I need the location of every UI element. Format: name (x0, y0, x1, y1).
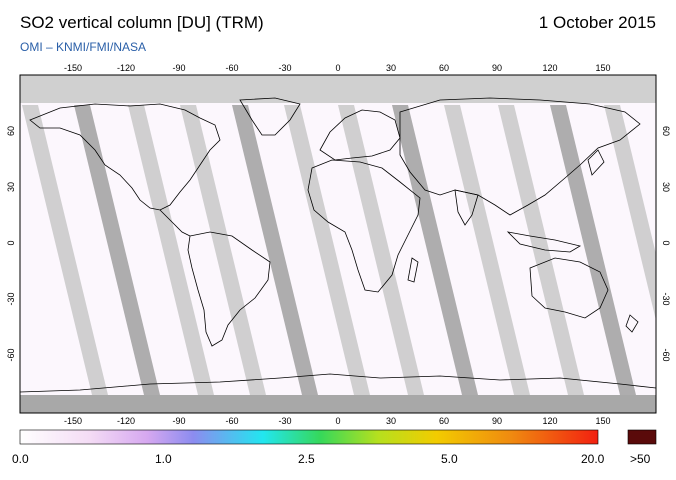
lat-tick-left: 30 (6, 182, 16, 192)
antarctica-outline (20, 373, 656, 393)
lon-tick-bottom: 120 (542, 416, 557, 426)
north-america-outline (29, 103, 221, 211)
map-frame (19, 74, 657, 414)
lat-tick-left: 60 (6, 126, 16, 136)
map-date: 1 October 2015 (538, 13, 656, 32)
lon-tick-bottom: -60 (225, 416, 238, 426)
lon-tick-bottom: -150 (64, 416, 82, 426)
india-outline (454, 189, 479, 226)
lon-tick-bottom: 90 (492, 416, 502, 426)
orbit-gap-stripe (284, 105, 370, 395)
orbit-gap-stripe (604, 105, 656, 321)
central-america-outline (159, 209, 191, 237)
colorbar-overflow-swatch (627, 429, 657, 445)
lon-tick-top: -60 (225, 63, 238, 73)
orbit-gap-stripe (22, 105, 108, 395)
lon-tick-bottom: -90 (172, 416, 185, 426)
lat-tick-right: 30 (661, 182, 671, 192)
colorbar (19, 429, 599, 445)
colorbar-label-3: 5.0 (441, 452, 458, 466)
arctic-no-data (20, 75, 656, 103)
orbit-gap-stripe (128, 105, 214, 395)
lon-tick-bottom: 150 (595, 416, 610, 426)
lon-ticks-bottom: -150 -120 -90 -60 -30 0 30 60 90 120 150 (64, 416, 611, 426)
lat-tick-right: -30 (661, 292, 671, 305)
lon-tick-top: 60 (439, 63, 449, 73)
orbit-gap-stripe (180, 105, 266, 395)
lon-tick-top: -90 (172, 63, 185, 73)
africa-outline (307, 159, 421, 293)
lon-tick-top: 90 (492, 63, 502, 73)
map-area (20, 75, 656, 413)
orbit-gap-stripe (498, 105, 584, 395)
orbit-gaps (22, 105, 656, 395)
colorbar-label-1: 1.0 (155, 452, 172, 466)
lat-ticks-right: 60 30 0 -30 -60 (661, 126, 671, 362)
lon-tick-bottom: -120 (117, 416, 135, 426)
australia-outline (529, 257, 609, 319)
colorbar-label-overflow: >50 (630, 452, 651, 466)
colorbar-label-2: 2.5 (298, 452, 315, 466)
south-america-outline (187, 231, 271, 347)
madagascar-outline (407, 257, 419, 283)
orbit-gap-stripe (444, 105, 530, 395)
orbit-gap-stripe (550, 105, 636, 395)
lat-tick-left: 0 (6, 240, 16, 245)
map-title: SO2 vertical column [DU] (TRM) (20, 13, 264, 32)
lon-tick-bottom: -30 (278, 416, 291, 426)
lat-ticks-left: 60 30 0 -30 -60 (6, 126, 16, 362)
coastlines (20, 97, 656, 393)
lon-tick-top: -120 (117, 63, 135, 73)
greenland-outline (239, 97, 301, 136)
retrieval-haze (20, 95, 656, 395)
europe-outline (319, 109, 401, 161)
lon-tick-top: 120 (542, 63, 557, 73)
lon-tick-top: -30 (278, 63, 291, 73)
asia-outline (399, 97, 641, 216)
orbit-gap-stripe (338, 105, 424, 395)
colorbar-label-0: 0.0 (12, 452, 29, 466)
japan-outline (587, 149, 605, 176)
orbit-gap-stripe (392, 105, 478, 395)
data-credit: OMI – KNMI/FMI/NASA (20, 40, 147, 54)
lon-tick-bottom: 0 (335, 416, 340, 426)
lon-tick-top: 0 (335, 63, 340, 73)
indonesia-outline (506, 231, 582, 253)
new-zealand-outline (625, 314, 639, 333)
lon-tick-top: 30 (386, 63, 396, 73)
lat-tick-right: 0 (661, 240, 671, 245)
lat-tick-right: -60 (661, 348, 671, 361)
lat-tick-left: -30 (6, 292, 16, 305)
lat-tick-left: -60 (6, 348, 16, 361)
colorbar-label-4: 20.0 (581, 452, 605, 466)
lon-tick-bottom: 30 (386, 416, 396, 426)
lon-tick-top: -150 (64, 63, 82, 73)
lon-tick-top: 150 (595, 63, 610, 73)
lat-tick-right: 60 (661, 126, 671, 136)
orbit-gap-stripe (232, 105, 318, 395)
lon-tick-bottom: 60 (439, 416, 449, 426)
orbit-gap-stripe (74, 105, 160, 395)
lon-ticks-top: -150 -120 -90 -60 -30 0 30 60 90 120 150 (64, 63, 611, 73)
antarctic-no-data (20, 395, 656, 413)
